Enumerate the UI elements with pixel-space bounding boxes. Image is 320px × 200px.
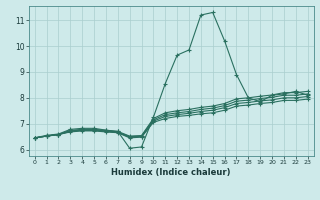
X-axis label: Humidex (Indice chaleur): Humidex (Indice chaleur) bbox=[111, 168, 231, 177]
